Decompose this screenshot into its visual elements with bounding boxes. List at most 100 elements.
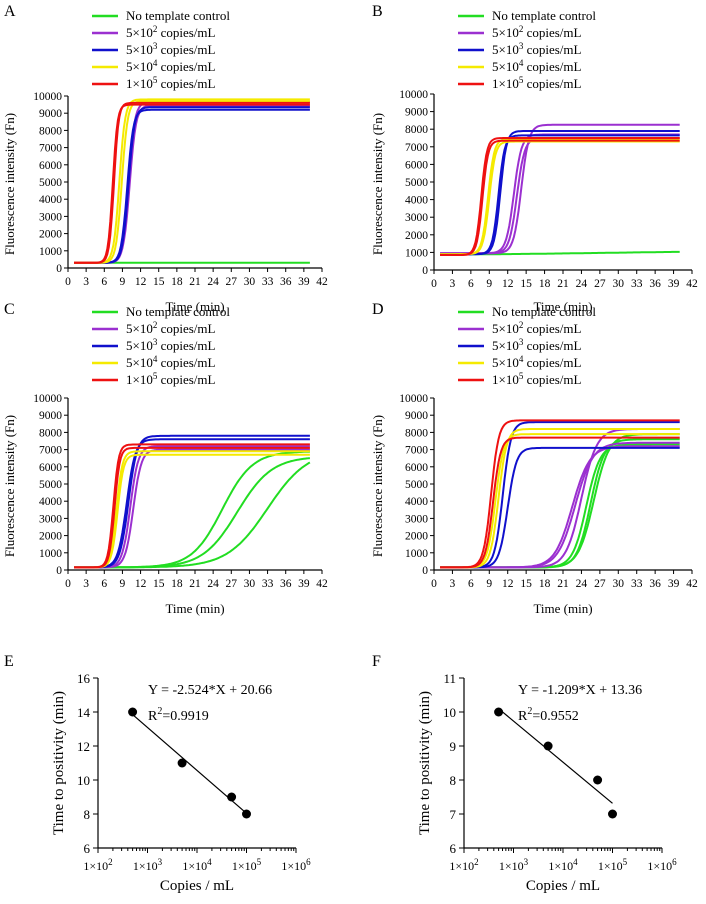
y-tick-label: 9 <box>450 739 457 754</box>
x-tick-label: 12 <box>135 578 147 590</box>
y-tick-label: 7000 <box>405 142 428 154</box>
curve-line <box>74 453 310 569</box>
y-tick-label: 8000 <box>39 427 62 439</box>
y-tick-label: 1000 <box>405 247 428 259</box>
x-tick-label: 30 <box>613 278 625 290</box>
y-tick-label: 3000 <box>405 212 428 224</box>
x-tick-label: 9 <box>486 278 492 290</box>
x-tick-label: 6 <box>101 578 107 590</box>
y-tick-label: 6000 <box>405 462 428 474</box>
x-tick-label: 36 <box>280 276 292 288</box>
y-tick-label: 0 <box>56 565 62 577</box>
x-tick-label: 1×106 <box>647 857 677 873</box>
x-tick-label: 18 <box>171 578 183 590</box>
x-tick-label: 24 <box>576 278 588 290</box>
x-axis-label: Copies / mL <box>160 878 234 894</box>
y-tick-label: 1000 <box>39 548 62 560</box>
y-tick-label: 7000 <box>39 445 62 457</box>
x-tick-label: 1×103 <box>133 857 163 873</box>
panel-letter: A <box>4 3 16 20</box>
x-tick-label: 1×103 <box>499 857 529 873</box>
x-axis-label: Time (min) <box>533 299 592 314</box>
curve-line <box>440 428 680 569</box>
data-point <box>242 809 251 819</box>
data-point <box>494 707 504 717</box>
x-tick-label: 21 <box>557 278 569 290</box>
y-tick-label: 2000 <box>405 531 428 543</box>
y-tick-label: 0 <box>422 565 428 577</box>
y-tick-label: 5000 <box>39 177 62 189</box>
x-tick-label: 39 <box>668 278 680 290</box>
y-tick-label: 5000 <box>405 479 428 491</box>
x-tick-label: 1×106 <box>281 857 311 873</box>
x-tick-label: 33 <box>631 578 643 590</box>
y-tick-label: 8000 <box>39 125 62 137</box>
legend-entry: 1×105 copies/mL <box>492 371 582 387</box>
curve-line <box>74 443 310 569</box>
x-axis-label: Time (min) <box>165 601 224 616</box>
curve-line <box>440 123 680 255</box>
legend-entry: 5×103 copies/mL <box>126 337 216 353</box>
x-tick-label: 1×105 <box>598 857 628 873</box>
y-tick-label: 11 <box>443 671 456 686</box>
y-tick-label: 5000 <box>39 479 62 491</box>
y-tick-label: 12 <box>77 739 90 754</box>
x-tick-label: 27 <box>226 276 238 288</box>
y-tick-label: 6000 <box>405 159 428 171</box>
data-point <box>177 758 187 768</box>
curves <box>440 419 680 569</box>
y-tick-label: 6 <box>450 841 457 856</box>
x-tick-label: 18 <box>539 278 551 290</box>
x-tick-label: 42 <box>316 276 328 288</box>
curve-line <box>440 419 680 569</box>
y-tick-label: 1000 <box>39 246 62 258</box>
y-tick-label: 4000 <box>39 496 62 508</box>
y-axis-label: Fluorescence intensity (Fn) <box>370 113 385 255</box>
curve-line <box>74 101 310 264</box>
x-tick-label: 9 <box>120 578 126 590</box>
data-point <box>227 792 237 802</box>
x-tick-label: 3 <box>450 278 456 290</box>
y-tick-label: 16 <box>77 671 91 686</box>
x-tick-label: 0 <box>431 578 437 590</box>
x-tick-label: 6 <box>468 278 474 290</box>
curve-line <box>74 445 310 569</box>
legend-entry: 5×104 copies/mL <box>492 58 582 74</box>
y-tick-label: 7 <box>450 807 457 822</box>
curves <box>440 123 680 256</box>
y-tick-label: 4000 <box>405 496 428 508</box>
y-tick-label: 0 <box>422 265 428 277</box>
x-tick-label: 6 <box>468 578 474 590</box>
x-tick-label: 36 <box>280 578 292 590</box>
x-axis-label: Time (min) <box>165 299 224 314</box>
x-tick-label: 15 <box>520 578 532 590</box>
curves <box>74 434 311 569</box>
x-tick-label: 27 <box>594 578 606 590</box>
legend-entry: 5×104 copies/mL <box>126 354 216 370</box>
panel-f: F 6 7 8 9 10 11 1×102 1×103 1×104 1×105 1×106 Y = -1… <box>372 653 677 894</box>
x-tick-label: 21 <box>557 578 569 590</box>
data-point <box>543 741 553 751</box>
fit-equation: Y = -2.524*X + 20.66 <box>148 683 272 698</box>
x-tick-label: 15 <box>520 278 532 290</box>
y-tick-label: 5000 <box>405 177 428 189</box>
x-tick-label: 1×105 <box>232 857 262 873</box>
x-tick-label: 3 <box>450 578 456 590</box>
y-tick-label: 0 <box>56 263 62 275</box>
legend-entry: 5×104 copies/mL <box>126 58 216 74</box>
x-tick-label: 33 <box>631 278 643 290</box>
x-tick-label: 9 <box>486 578 492 590</box>
y-tick-label: 8000 <box>405 427 428 439</box>
curve-line <box>440 139 680 256</box>
y-tick-label: 6000 <box>39 160 62 172</box>
panel-letter: E <box>4 653 14 670</box>
y-tick-label: 9000 <box>405 410 428 422</box>
x-axis-label: Copies / mL <box>526 878 600 894</box>
panel-letter: D <box>372 301 384 318</box>
regression-line <box>498 708 613 804</box>
y-tick-label: 8 <box>84 807 91 822</box>
y-tick-label: 10 <box>443 705 456 720</box>
